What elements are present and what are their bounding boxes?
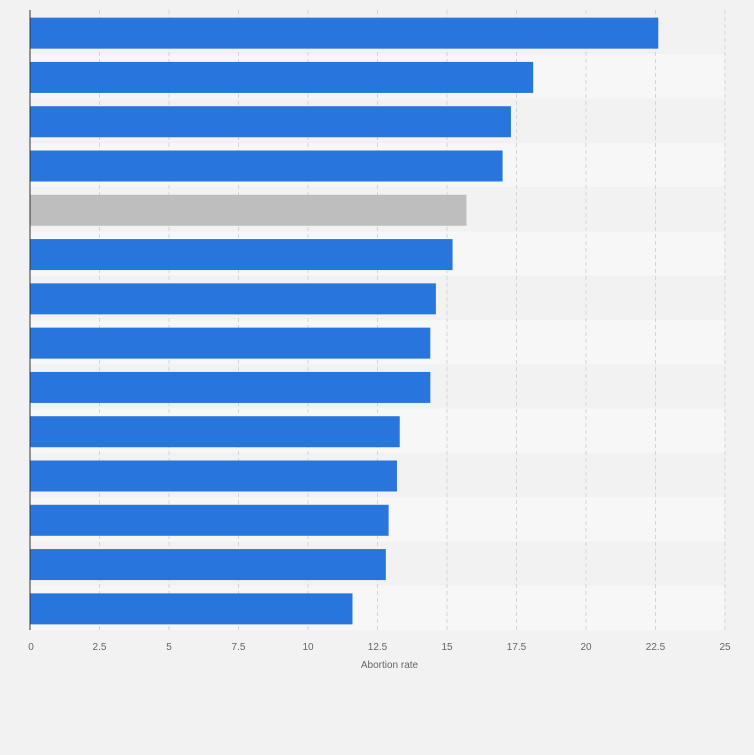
x-tick-label: 15	[441, 642, 453, 653]
bar[interactable]	[30, 460, 397, 492]
bar[interactable]	[30, 194, 467, 226]
bar[interactable]	[30, 150, 503, 182]
bar[interactable]	[30, 239, 453, 271]
x-axis-label: Abortion rate	[361, 660, 419, 671]
bar[interactable]	[30, 593, 353, 625]
x-tick-label: 5	[166, 642, 172, 653]
bar[interactable]	[30, 17, 659, 49]
x-tick-label: 22.5	[646, 642, 666, 653]
bar[interactable]	[30, 416, 400, 448]
x-tick-label: 2.5	[93, 642, 107, 653]
x-tick-label: 20	[580, 642, 592, 653]
bar[interactable]	[30, 549, 386, 581]
bar[interactable]	[30, 283, 436, 315]
x-tick-label: 17.5	[507, 642, 527, 653]
x-axis-ticks: 0 2.5 5 7.5 10 12.5 15 17.5 20 22.5 25	[28, 642, 731, 653]
x-tick-label: 0	[28, 642, 34, 653]
x-tick-label: 25	[719, 642, 731, 653]
x-tick-label: 10	[302, 642, 314, 653]
bar[interactable]	[30, 371, 431, 403]
bar[interactable]	[30, 106, 511, 138]
bar[interactable]	[30, 61, 534, 93]
gridlines	[99, 10, 726, 630]
bar[interactable]	[30, 504, 389, 536]
x-tick-label: 7.5	[232, 642, 246, 653]
bars	[30, 17, 659, 625]
bar[interactable]	[30, 327, 431, 359]
x-tick-label: 12.5	[368, 642, 388, 653]
